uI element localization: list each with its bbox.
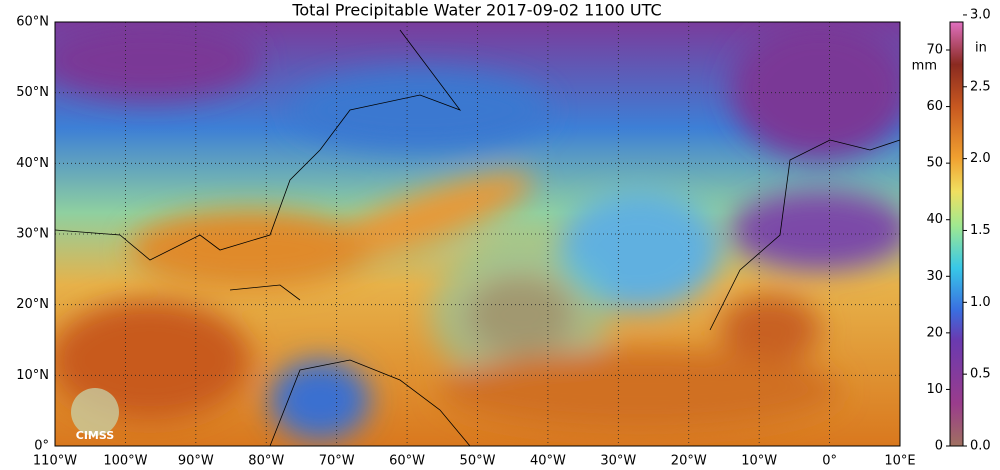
lon-label: 90°W	[178, 454, 214, 469]
mm-tick-label: 10	[926, 382, 943, 397]
lon-label: 110°W	[33, 454, 77, 469]
lon-label: 0°	[822, 454, 837, 469]
mm-unit: mm	[912, 59, 937, 74]
in-tick-label: 2.5	[970, 79, 991, 94]
lon-label: 30°W	[600, 454, 636, 469]
in-tick-label: 1.0	[970, 295, 991, 310]
lon-label: 70°W	[319, 454, 355, 469]
lon-label: 40°W	[530, 454, 566, 469]
tpw-map	[55, 22, 900, 446]
graticule	[55, 22, 900, 446]
in-tick-label: 2.0	[970, 151, 991, 166]
mm-tick-label: 70	[926, 43, 943, 58]
lat-label: 60°N	[16, 15, 49, 30]
lat-label: 40°N	[16, 156, 49, 171]
title: Total Precipitable Water 2017-09-02 1100…	[291, 1, 661, 20]
cimss-logo: CIMSS	[71, 388, 119, 442]
lon-label: 50°W	[460, 454, 496, 469]
in-unit: in	[975, 41, 987, 56]
mm-tick-label: 20	[926, 325, 943, 340]
in-tick-label: 0.5	[970, 367, 991, 382]
in-tick-label: 3.0	[970, 7, 991, 22]
mm-tick-label: 60	[926, 99, 943, 114]
lon-label: 10°W	[741, 454, 777, 469]
lat-label: 20°N	[16, 297, 49, 312]
lon-label: 100°W	[103, 454, 147, 469]
lat-label: 0°	[34, 439, 49, 454]
logo-text: CIMSS	[76, 429, 115, 442]
in-tick-label: 0.0	[970, 439, 991, 454]
lon-label: 80°W	[248, 454, 284, 469]
in-tick-label: 1.5	[970, 223, 991, 238]
mm-tick-label: 0	[935, 439, 943, 454]
lon-label: 60°W	[389, 454, 425, 469]
lat-label: 30°N	[16, 227, 49, 242]
mm-tick-label: 40	[926, 212, 943, 227]
map-frame	[54, 21, 901, 447]
lon-label: 20°W	[671, 454, 707, 469]
lat-label: 10°N	[16, 368, 49, 383]
lon-label: 10°E	[884, 454, 915, 469]
colorbar	[949, 21, 964, 447]
mm-tick-label: 50	[926, 156, 943, 171]
mm-tick-label: 30	[926, 269, 943, 284]
lat-label: 50°N	[16, 85, 49, 100]
